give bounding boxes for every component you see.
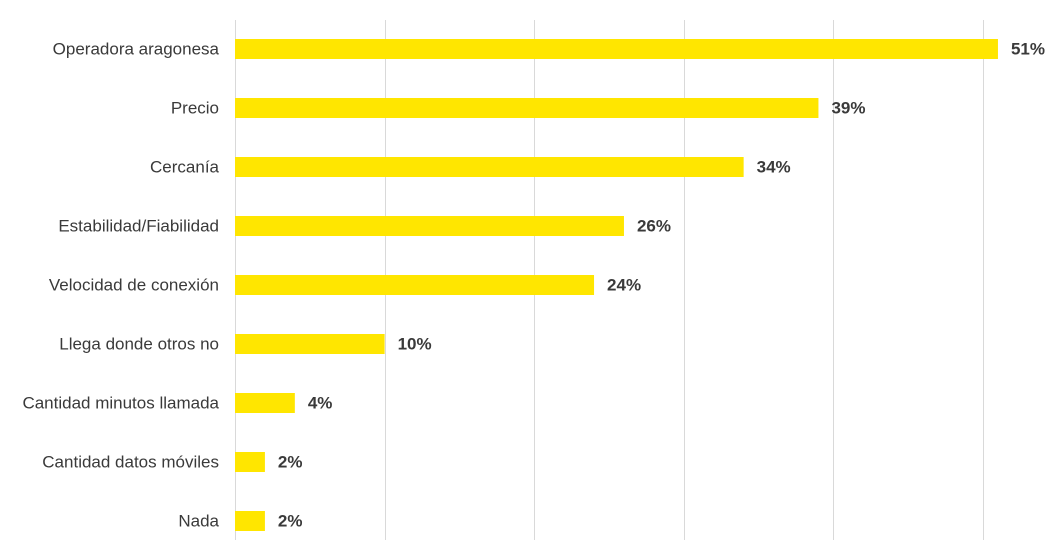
data-label-3: 26% bbox=[637, 217, 671, 236]
category-label-8: Nada bbox=[178, 512, 219, 531]
category-label-2: Cercanía bbox=[150, 158, 220, 177]
bar-6 bbox=[235, 393, 295, 413]
data-label-0: 51% bbox=[1011, 40, 1045, 59]
bar-5 bbox=[235, 334, 385, 354]
bar-3 bbox=[235, 216, 624, 236]
bar-0 bbox=[235, 39, 998, 59]
data-label-7: 2% bbox=[278, 453, 303, 472]
data-label-8: 2% bbox=[278, 512, 303, 531]
data-label-5: 10% bbox=[398, 335, 432, 354]
bar-1 bbox=[235, 98, 819, 118]
category-label-7: Cantidad datos móviles bbox=[42, 453, 219, 472]
bar-2 bbox=[235, 157, 744, 177]
category-label-3: Estabilidad/Fiabilidad bbox=[58, 217, 219, 236]
category-label-1: Precio bbox=[171, 99, 219, 118]
data-label-2: 34% bbox=[757, 158, 791, 177]
data-labels: 51% 39% 34% 26% 24% 10% 4% 2% 2% bbox=[278, 40, 1045, 531]
bars bbox=[235, 39, 998, 531]
category-label-0: Operadora aragonesa bbox=[53, 40, 220, 59]
data-label-6: 4% bbox=[308, 394, 333, 413]
data-label-1: 39% bbox=[831, 99, 865, 118]
category-label-4: Velocidad de conexión bbox=[49, 276, 219, 295]
data-label-4: 24% bbox=[607, 276, 641, 295]
bar-8 bbox=[235, 511, 265, 531]
category-labels: Operadora aragonesa Precio Cercanía Estabil… bbox=[22, 40, 219, 531]
category-label-6: Cantidad minutos llamada bbox=[22, 394, 219, 413]
bar-7 bbox=[235, 452, 265, 472]
bar-4 bbox=[235, 275, 595, 295]
category-label-5: Llega donde otros no bbox=[59, 335, 219, 354]
